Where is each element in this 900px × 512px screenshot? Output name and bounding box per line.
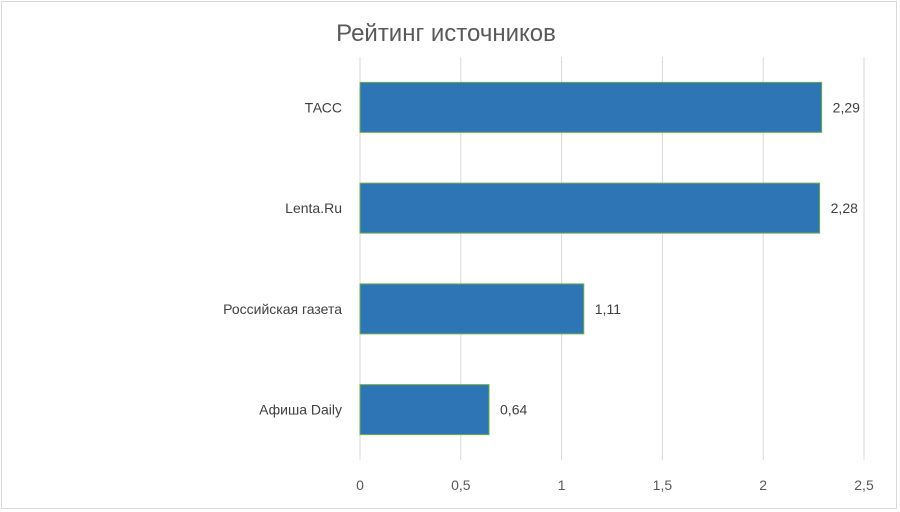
x-tick-label: 2,5 bbox=[854, 477, 874, 493]
bar bbox=[359, 81, 823, 133]
bar bbox=[359, 182, 821, 234]
x-tick-label: 1,5 bbox=[653, 477, 673, 493]
category-label: Российская газета bbox=[223, 301, 342, 317]
category-label: Lenta.Ru bbox=[285, 200, 342, 216]
category-label: ТАСС bbox=[305, 99, 342, 115]
data-label: 1,11 bbox=[595, 301, 621, 317]
x-tick-label: 0,5 bbox=[451, 477, 471, 493]
data-label: 2,28 bbox=[831, 200, 858, 216]
category-label: Афиша Daily bbox=[259, 402, 342, 418]
bar bbox=[359, 283, 585, 335]
data-label: 2,29 bbox=[833, 99, 860, 115]
x-tick-label: 0 bbox=[356, 477, 364, 493]
x-tick-label: 1 bbox=[558, 477, 566, 493]
bar bbox=[359, 384, 490, 436]
data-label: 0,64 bbox=[500, 402, 527, 418]
chart-title: Рейтинг источников bbox=[336, 20, 556, 47]
x-tick-label: 2 bbox=[759, 477, 767, 493]
